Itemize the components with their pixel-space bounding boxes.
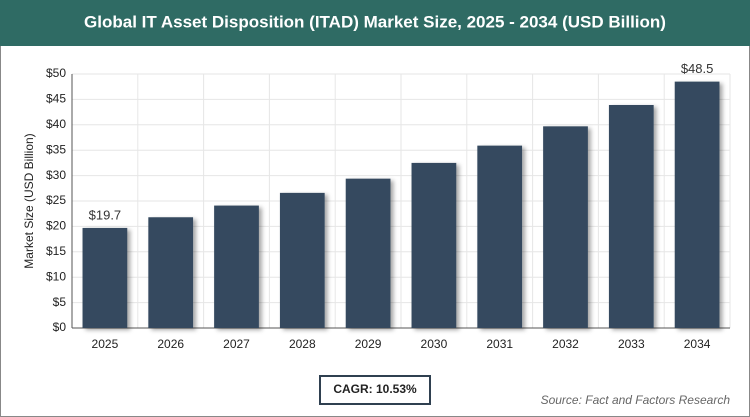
y-tick-label: $20 [46,219,66,233]
bar [477,145,523,328]
y-tick-label: $45 [46,92,66,106]
source: Source: Fact and Factors Research [541,393,731,407]
chart-title: Global IT Asset Disposition (ITAD) Marke… [84,12,666,31]
bar [279,192,325,328]
bar [608,104,654,328]
y-axis-label: Market Size (USD Billion) [22,133,36,268]
x-tick-label: 2026 [157,337,184,351]
y-tick-label: $25 [46,193,66,207]
x-tick-label: 2031 [486,337,513,351]
x-tick-label: 2032 [552,337,579,351]
y-tick-label: $10 [46,269,66,283]
y-tick-label: $15 [46,244,66,258]
bar [148,217,194,328]
cagr-box [319,375,431,405]
title-bar [0,0,750,46]
x-tick-label: 2034 [684,337,711,351]
y-tick-label: $5 [53,295,67,309]
data-label: $48.5 [681,61,714,76]
y-tick-label: $0 [53,320,67,334]
bar [411,162,457,328]
y-tick-label: $40 [46,117,66,131]
bar [674,81,720,329]
data-label: $19.7 [89,207,122,222]
x-tick-label: 2028 [289,337,316,351]
x-tick-label: 2029 [355,337,382,351]
x-tick-label: 2025 [92,337,119,351]
bar [214,205,259,328]
bar [82,227,128,328]
x-tick-label: 2027 [223,337,250,351]
cagr-annotation: CAGR: 10.53% [333,382,417,396]
bar [543,126,588,328]
bar [345,178,391,328]
y-tick-label: $50 [46,66,66,80]
y-tick-label: $30 [46,168,66,182]
x-tick-label: 2033 [618,337,645,351]
x-tick-label: 2030 [421,337,448,351]
y-tick-label: $35 [46,142,66,156]
